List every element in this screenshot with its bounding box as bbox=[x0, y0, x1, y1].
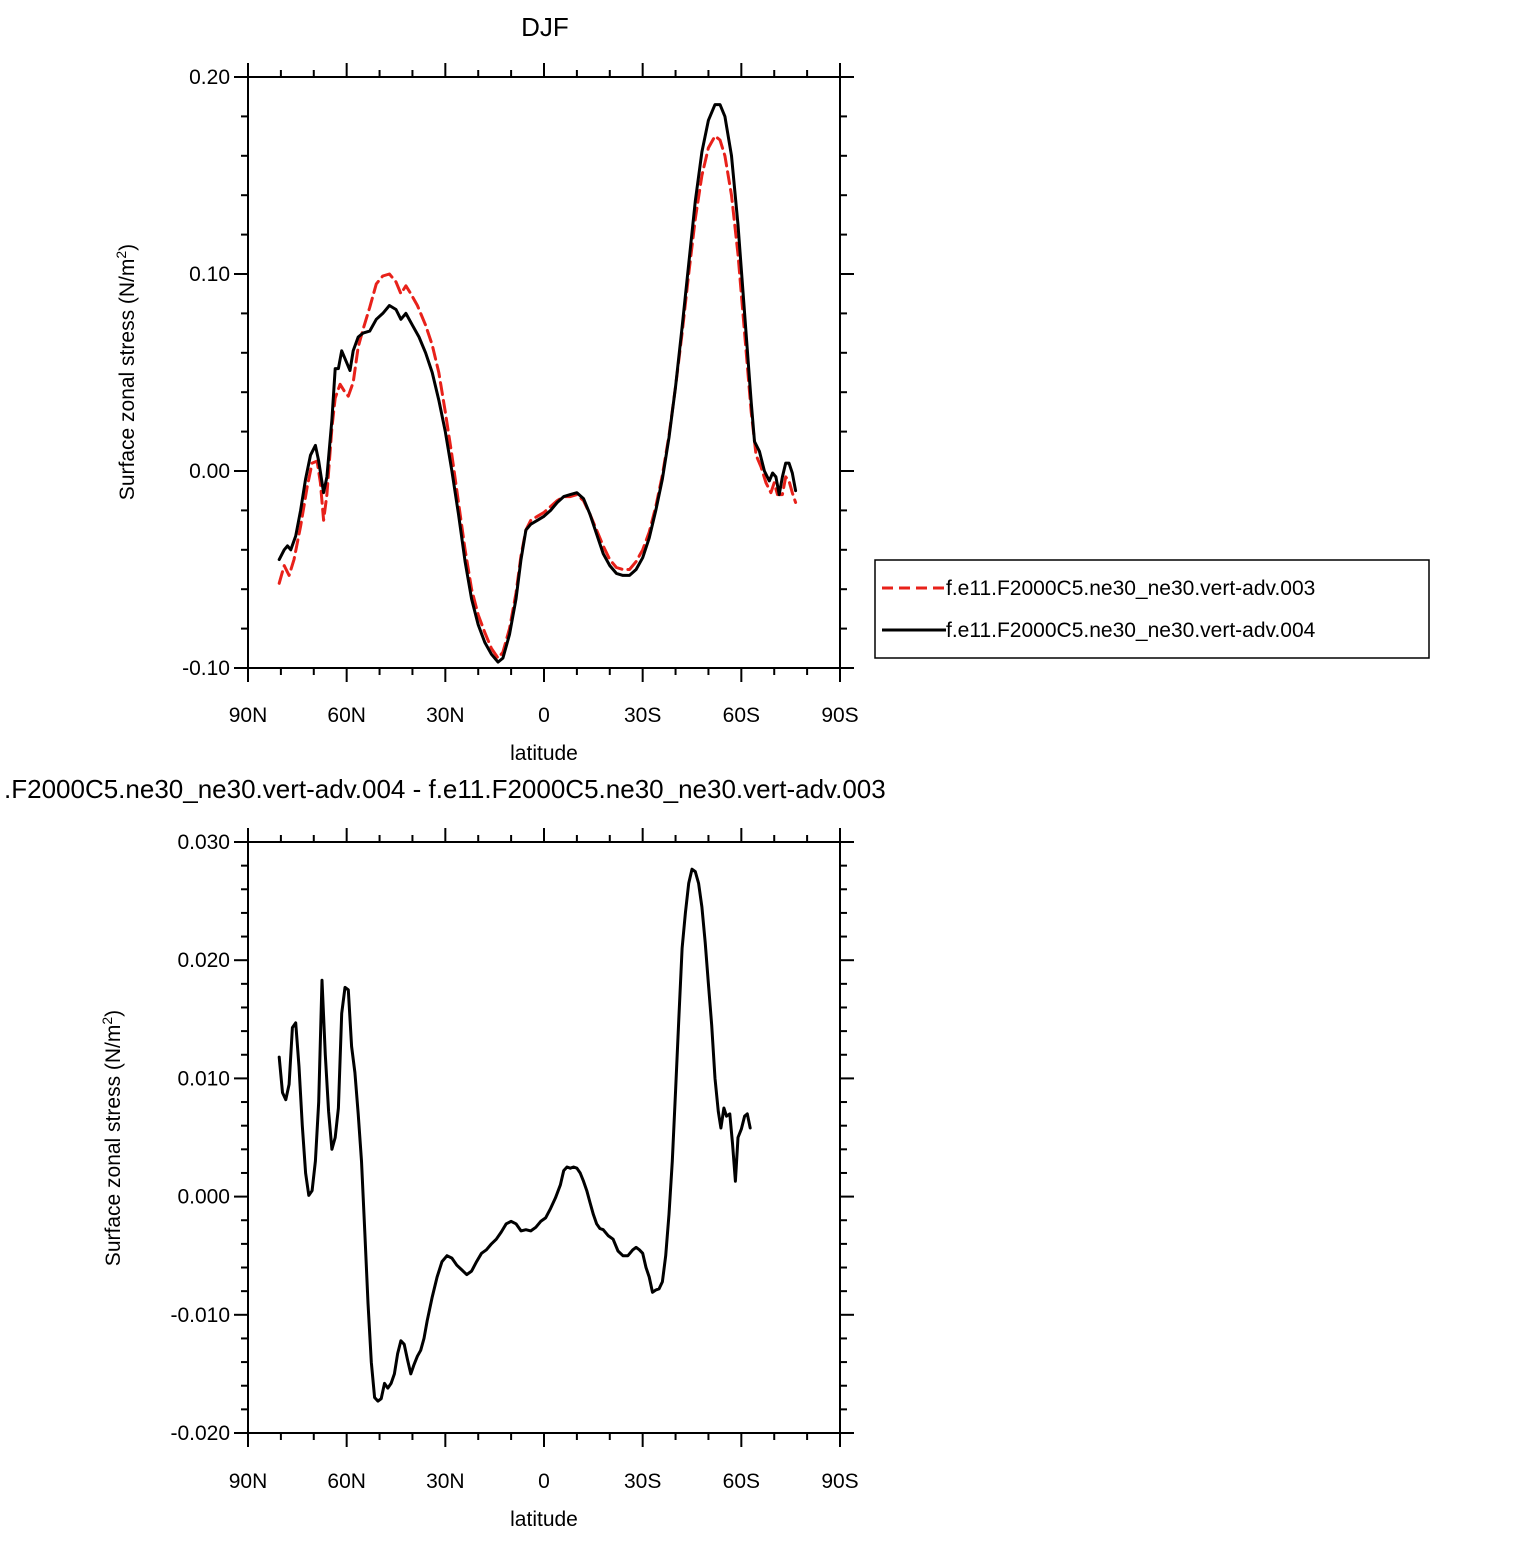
y-tick-label: 0.00 bbox=[189, 460, 230, 483]
series-line-solid bbox=[277, 103, 798, 664]
y-tick-label: 0.010 bbox=[177, 1067, 230, 1090]
series-lines bbox=[277, 103, 798, 664]
y-tick-label: 0.10 bbox=[189, 263, 230, 286]
x-axis-title: latitude bbox=[510, 1508, 578, 1531]
y-axis-title-sup: 2 bbox=[113, 251, 129, 259]
x-tick-label: 0 bbox=[538, 1470, 550, 1493]
y-tick-label: -0.020 bbox=[170, 1422, 230, 1445]
y-tick-label: -0.10 bbox=[182, 657, 230, 680]
axes-ticks bbox=[234, 828, 854, 1447]
x-axis-title: latitude bbox=[510, 742, 578, 765]
y-axis-title: Surface zonal stress (N/m2) bbox=[99, 1010, 125, 1266]
series-line-solid bbox=[277, 867, 752, 1403]
legend-box bbox=[874, 559, 1430, 659]
y-tick-label: -0.010 bbox=[170, 1304, 230, 1327]
chart-djf: DJF -0.100.000.100.20 90N 60N 30N 0 30S 60S 90… bbox=[113, 12, 1430, 765]
x-tick-label: 90S bbox=[821, 1470, 858, 1493]
x-tick-label: 90S bbox=[821, 704, 858, 727]
legend: f.e11.F2000C5.ne30_ne30.vert-adv.003 f.e… bbox=[874, 559, 1430, 659]
legend-label-004: f.e11.F2000C5.ne30_ne30.vert-adv.004 bbox=[946, 619, 1316, 642]
x-tick-label: 60S bbox=[723, 704, 760, 727]
y-tick-labels: -0.020 -0.010 0.000 0.010 0.020 0.030 bbox=[170, 831, 230, 1445]
x-tick-label: 0 bbox=[538, 704, 550, 727]
x-tick-label: 30S bbox=[624, 704, 661, 727]
x-tick-label: 60S bbox=[723, 1470, 760, 1493]
y-axis-title-main: Surface zonal stress (N/m bbox=[116, 259, 139, 501]
chart-title: .F2000C5.ne30_ne30.vert-adv.004 - f.e11.… bbox=[4, 774, 886, 804]
y-axis-title-main: Surface zonal stress (N/m bbox=[102, 1025, 125, 1267]
x-tick-labels: 90N 60N 30N 0 30S 60S 90S bbox=[229, 1470, 859, 1493]
y-tick-label: 0.20 bbox=[189, 66, 230, 89]
plot-frame bbox=[247, 841, 841, 1434]
y-axis-title-end: ) bbox=[116, 244, 139, 251]
y-axis-title-sup: 2 bbox=[99, 1017, 115, 1025]
y-tick-label: 0.020 bbox=[177, 949, 230, 972]
series-lines bbox=[277, 867, 752, 1403]
x-tick-label: 60N bbox=[327, 704, 366, 727]
chart-title: DJF bbox=[521, 12, 569, 42]
plot-frame bbox=[247, 76, 841, 669]
y-tick-labels: -0.10 0.00 0.10 0.20 bbox=[182, 66, 230, 680]
x-tick-label: 90N bbox=[229, 1470, 268, 1493]
y-tick-label: 0.000 bbox=[177, 1186, 230, 1209]
x-tick-label: 30N bbox=[426, 1470, 465, 1493]
axes-ticks bbox=[234, 63, 854, 682]
x-tick-label: 90N bbox=[229, 704, 268, 727]
x-tick-label: 30S bbox=[624, 1470, 661, 1493]
series-line-dashed bbox=[277, 134, 798, 660]
legend-label-003: f.e11.F2000C5.ne30_ne30.vert-adv.003 bbox=[946, 577, 1315, 600]
x-tick-labels: 90N 60N 30N 0 30S 60S 90S bbox=[229, 704, 859, 727]
y-axis-title-end: ) bbox=[102, 1010, 125, 1017]
x-tick-label: 60N bbox=[327, 1470, 366, 1493]
chart-difference: .F2000C5.ne30_ne30.vert-adv.004 - f.e11.… bbox=[4, 774, 886, 1531]
y-axis-title: Surface zonal stress (N/m2) bbox=[113, 244, 139, 500]
y-tick-label: 0.030 bbox=[177, 831, 230, 854]
x-tick-label: 30N bbox=[426, 704, 465, 727]
